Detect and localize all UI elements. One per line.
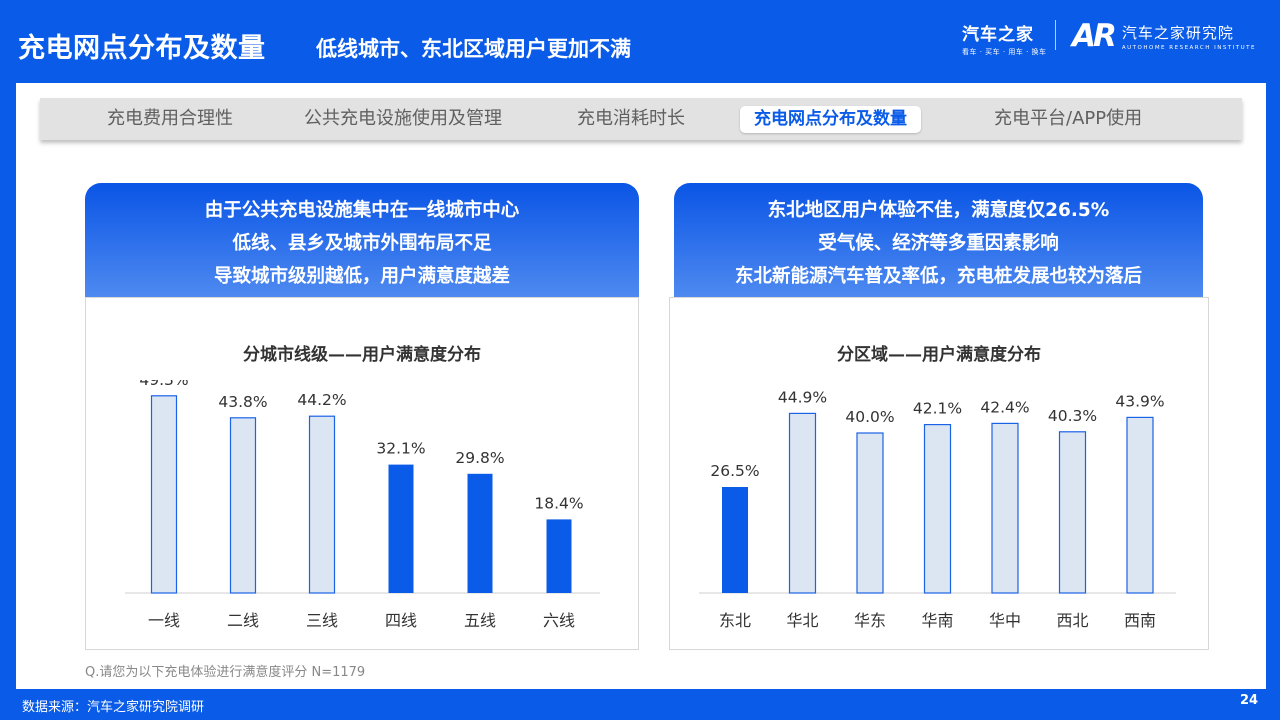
bar [1126, 416, 1154, 594]
category-label: 华东 [854, 611, 886, 630]
category-label: 东北 [719, 611, 751, 630]
bar [388, 464, 414, 593]
tab-bar: 充电费用合理性 公共充电设施使用及管理 充电消耗时长 充电网点分布及数量 充电平… [40, 98, 1242, 140]
autohome-logo: 汽车之家 看车 · 买车 · 用车 · 换车 [962, 20, 1047, 57]
bar-value-label: 40.3% [1048, 407, 1097, 425]
bar [229, 417, 257, 594]
category-label: 西北 [1056, 611, 1088, 630]
category-label: 二线 [227, 611, 259, 630]
region-bar-chart: 26.5% 东北 44.9% 华北 40.0% 华东 42.1% 华南 42.4% 华中 40.3%… [699, 388, 1176, 630]
bar [856, 432, 884, 594]
bar [1058, 431, 1087, 594]
city-tier-bar-chart: 49.3% 一线 43.8% 二线 44.2% 三线 32.1% 四线 29.8% 五线 18.4%… [125, 380, 600, 630]
category-label: 一线 [148, 611, 180, 630]
bar [788, 412, 817, 594]
right-panel-line: 东北地区用户体验不佳，满意度仅26.5% [767, 200, 1110, 221]
right-panel-header: 东北地区用户体验不佳，满意度仅26.5% 受气候、经济等多重因素影响 东北新能源… [674, 183, 1203, 298]
right-chart-title: 分区域——用户满意度分布 [837, 345, 1041, 365]
tab-charging-network[interactable]: 充电网点分布及数量 [740, 106, 921, 133]
bar-value-label: 43.8% [218, 393, 267, 411]
bar-value-label: 26.5% [710, 462, 759, 480]
autohome-logo-tagline: 看车 · 买车 · 用车 · 换车 [962, 48, 1047, 56]
category-label: 华北 [786, 611, 818, 630]
category-label: 六线 [543, 611, 575, 630]
right-panel-line: 东北新能源汽车普及率低，充电桩发展也较为落后 [734, 266, 1142, 287]
category-label: 华南 [921, 611, 953, 630]
survey-note: Q.请您为以下充电体验进行满意度评分 N=1179 [85, 665, 366, 680]
bar [150, 395, 178, 594]
left-chart-title: 分城市线级——用户满意度分布 [243, 345, 481, 365]
tab-charging-cost[interactable]: 充电费用合理性 [107, 108, 233, 129]
left-panel-header: 由于公共充电设施集中在一线城市中心 低线、县乡及城市外围布局不足 导致城市级别越… [85, 183, 639, 298]
left-panel-line: 低线、县乡及城市外围布局不足 [232, 233, 492, 254]
bar-value-label: 44.2% [297, 391, 346, 409]
bar-value-label: 42.1% [913, 400, 962, 418]
bar-value-label: 29.8% [455, 449, 504, 467]
tab-charging-platform[interactable]: 充电平台/APP使用 [994, 108, 1143, 129]
data-source: 数据来源：汽车之家研究院调研 [22, 700, 205, 715]
bar-value-label: 44.9% [778, 388, 827, 406]
page-title: 充电网点分布及数量 [18, 33, 266, 64]
bar-value-label: 49.3% [139, 380, 188, 389]
page-subtitle: 低线城市、东北区域用户更加不满 [316, 37, 631, 61]
category-label: 四线 [385, 611, 417, 630]
left-panel-line: 由于公共充电设施集中在一线城市中心 [204, 200, 520, 221]
ar-logo-icon: AR [1072, 18, 1117, 54]
page-number: 24 [1240, 693, 1259, 708]
tab-charging-duration[interactable]: 充电消耗时长 [577, 108, 685, 129]
bar [467, 473, 493, 593]
tab-public-facility[interactable]: 公共充电设施使用及管理 [304, 108, 502, 129]
bar [546, 519, 572, 593]
left-panel-line: 导致城市级别越低，用户满意度越差 [213, 266, 510, 287]
institute-name-en: AUTOHOME RESEARCH INSTITUTE [1121, 44, 1257, 51]
logo-divider [1055, 20, 1056, 50]
bar-value-label: 18.4% [534, 494, 583, 512]
bar-value-label: 32.1% [376, 440, 425, 458]
bar-value-label: 42.4% [980, 398, 1029, 416]
research-institute-logo: AR 汽车之家研究院 AUTOHOME RESEARCH INSTITUTE [1072, 18, 1256, 54]
bar [308, 415, 336, 594]
bar-value-label: 40.0% [845, 408, 894, 426]
category-label: 西南 [1124, 611, 1156, 630]
institute-name: 汽车之家研究院 [1121, 23, 1234, 42]
bar-value-label: 43.9% [1115, 392, 1164, 410]
bar [991, 422, 1019, 594]
right-panel-line: 受气候、经济等多重因素影响 [818, 233, 1059, 254]
category-label: 五线 [464, 611, 496, 630]
bar [923, 423, 952, 594]
category-label: 三线 [306, 611, 338, 630]
bar [722, 487, 748, 593]
autohome-logo-text: 汽车之家 [962, 25, 1034, 45]
category-label: 华中 [989, 611, 1021, 630]
